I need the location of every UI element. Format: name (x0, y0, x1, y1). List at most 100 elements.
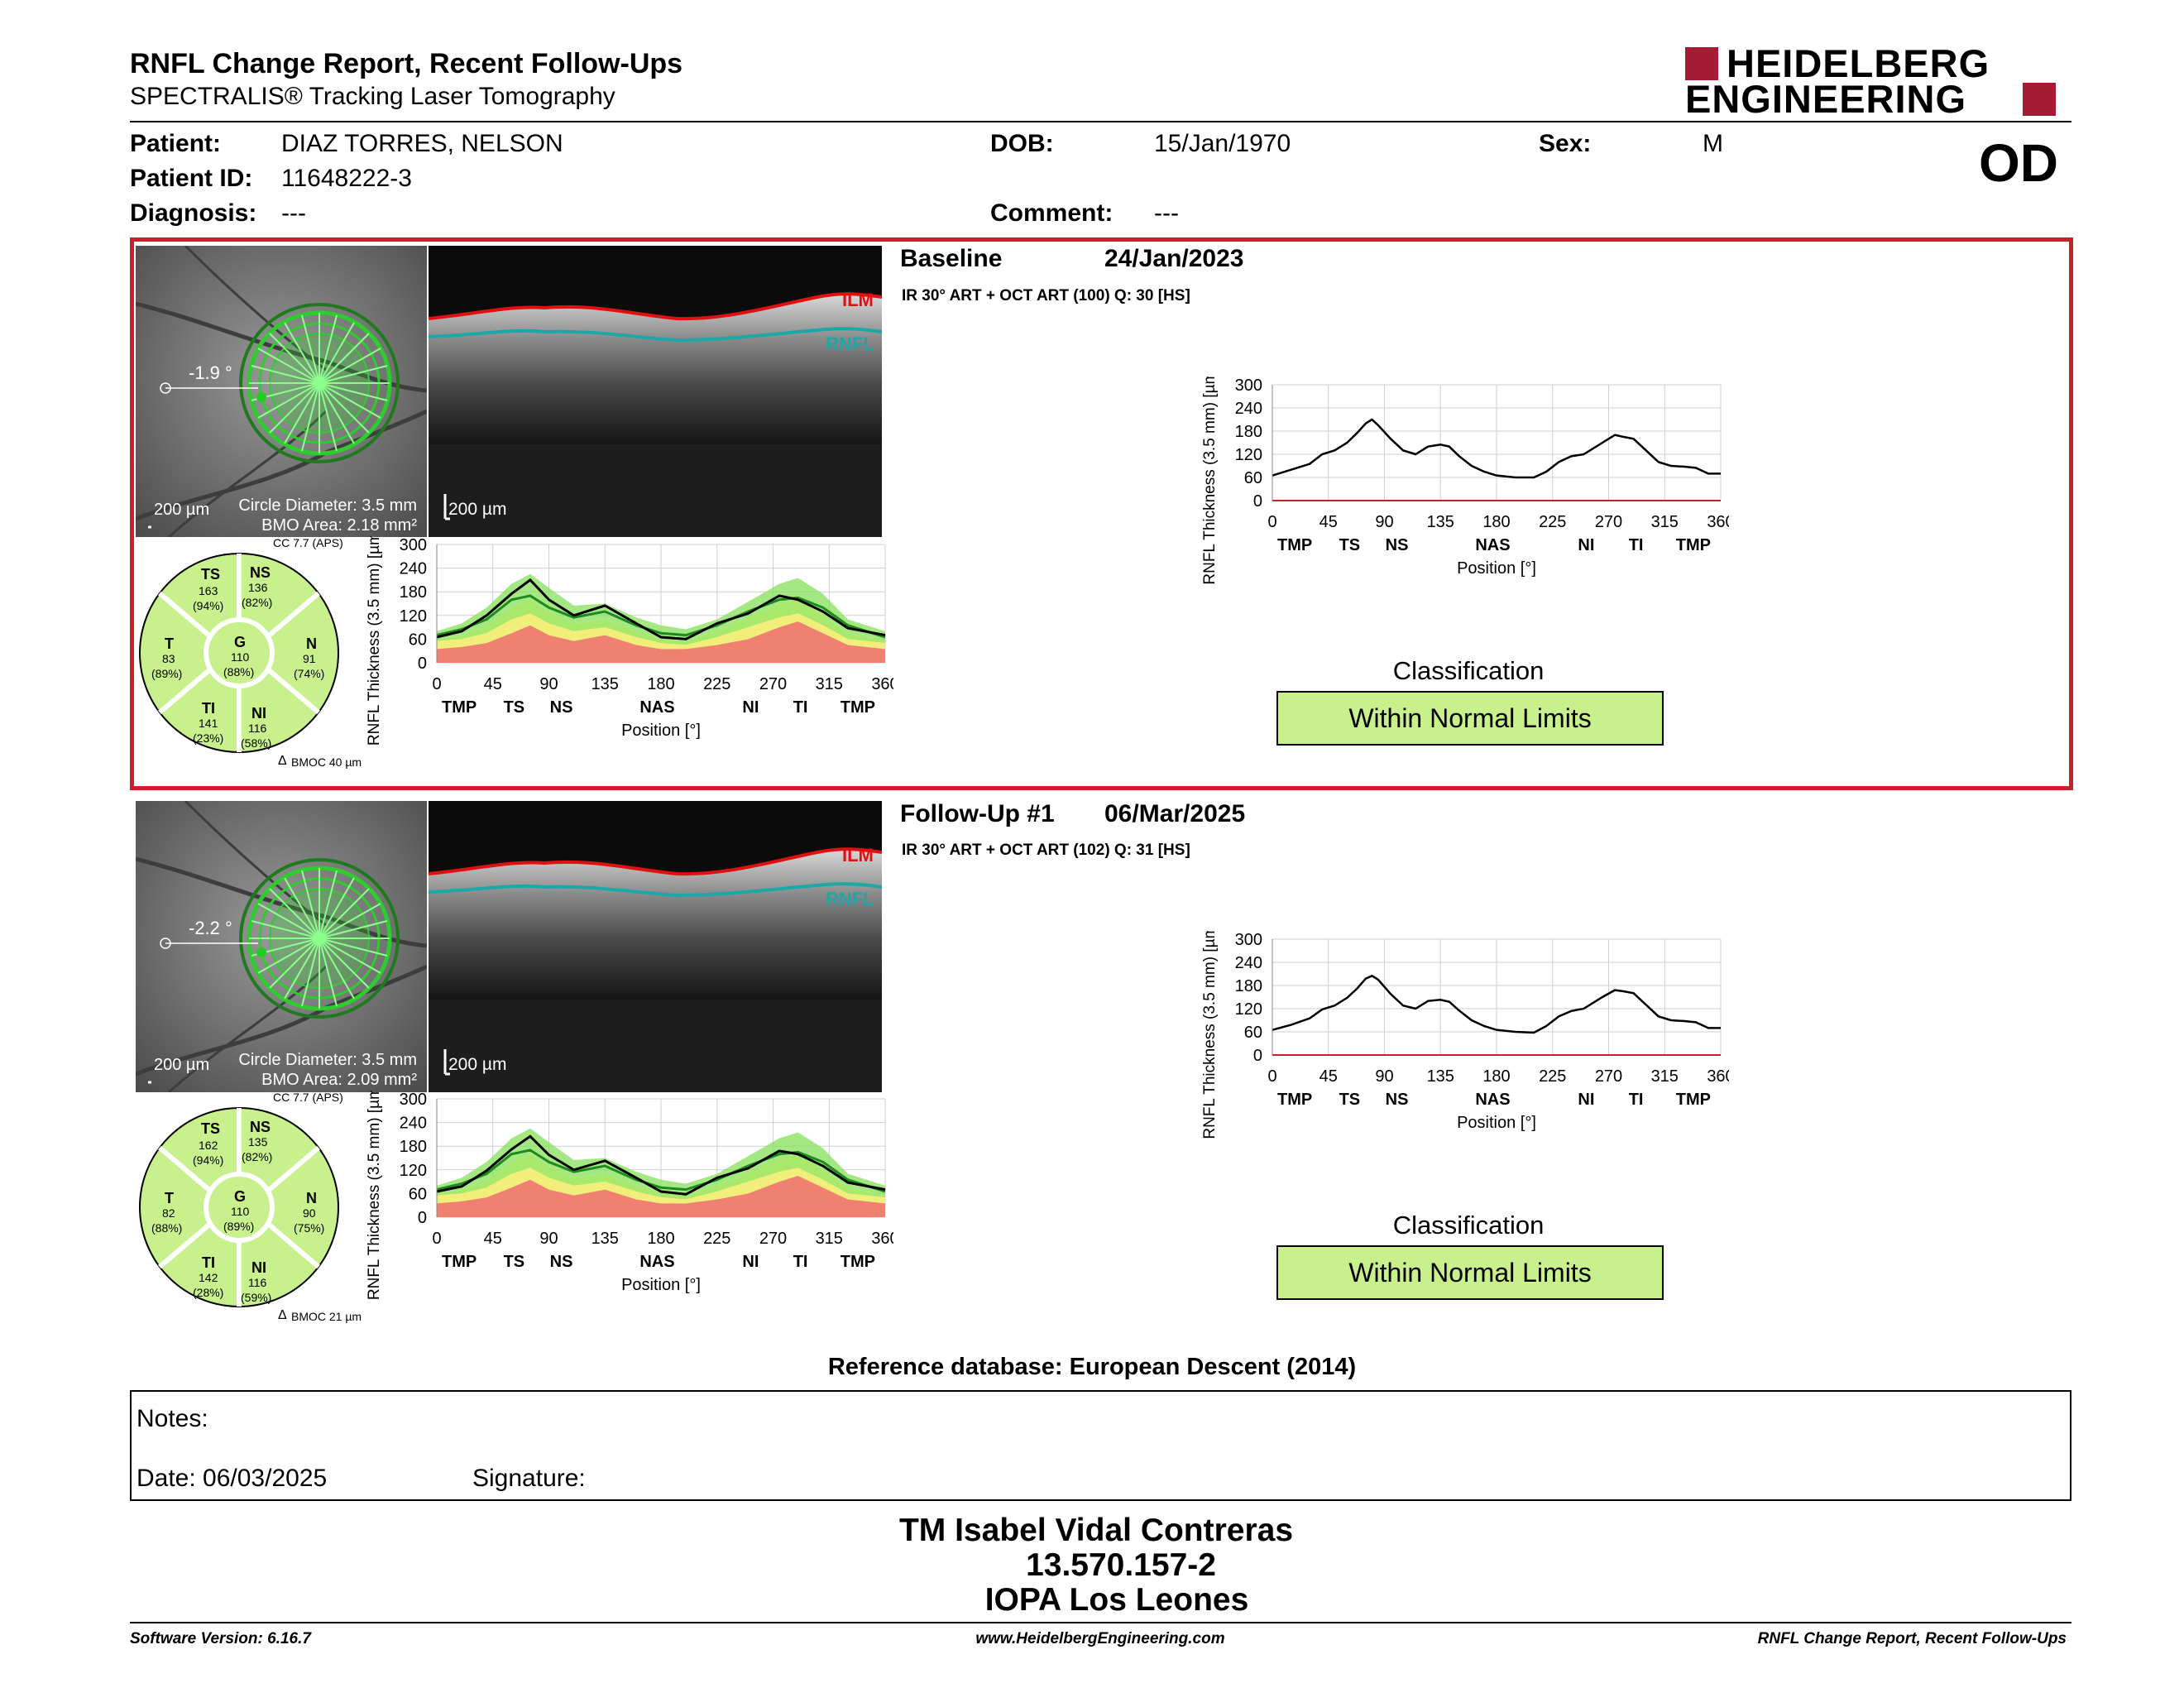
signer-name: TM Isabel Vidal Contreras (898, 1513, 1294, 1548)
x-tick-label: 180 (647, 1230, 674, 1248)
followup-bmoc: BMOC 21 µm (291, 1310, 362, 1323)
x-tick-label: 315 (1651, 1067, 1679, 1086)
sector-axis-label: TI (793, 698, 808, 717)
sector-axis-label: TMP (1676, 536, 1711, 554)
sector-axis-label: TMP (841, 1253, 875, 1271)
y-axis-label: RNFL Thickness (3.5 mm) [µm] (366, 1091, 383, 1300)
baseline-sector-ns-label: NS (250, 564, 271, 581)
notes-box[interactable]: Notes: Date: 06/03/2025 Signature: (130, 1390, 2071, 1501)
followup-bmoc-delta-icon: Δ (278, 1308, 287, 1322)
signer-institution: IOPA Los Leones (984, 1582, 1249, 1618)
report-title: RNFL Change Report, Recent Follow-Ups (130, 48, 683, 79)
x-tick-label: 360 (871, 1230, 893, 1248)
baseline-sector-ns-pct: (82%) (242, 596, 273, 609)
sector-axis-label: NS (1386, 1091, 1409, 1109)
y-tick-label: 240 (1235, 400, 1262, 418)
followup-sector-g-pct: (89%) (223, 1220, 255, 1233)
followup-sector-t-label: T (165, 1190, 174, 1206)
logo-square-bottom (2023, 83, 2056, 116)
x-tick-label: 180 (647, 675, 674, 693)
baseline-sector-ts-value: 163 (199, 584, 218, 597)
followup-sector-ti-value: 142 (199, 1271, 218, 1284)
x-tick-label: 270 (759, 675, 787, 693)
sector-axis-label: TS (504, 698, 525, 717)
x-tick-label: 90 (539, 1230, 558, 1248)
x-axis-label: Position [°] (621, 1276, 701, 1294)
baseline-fundus-overlay (136, 246, 427, 537)
baseline-classification-value: Within Normal Limits (1276, 691, 1664, 746)
sector-axis-label: TS (1339, 536, 1361, 554)
followup-circle-diameter: Circle Diameter: 3.5 mm (238, 1051, 417, 1069)
baseline-bmo-area: BMO Area: 2.18 mm² (261, 516, 417, 535)
sector-axis-label: TMP (442, 698, 477, 717)
followup-sector-t-pct: (88%) (151, 1221, 183, 1235)
reference-database: Reference database: European Descent (20… (827, 1354, 1357, 1380)
baseline-angle: -1.9 ° (189, 362, 232, 383)
x-tick-label: 0 (1267, 1067, 1276, 1086)
dob-label: DOB: (990, 130, 1054, 157)
x-tick-label: 315 (1651, 513, 1679, 531)
followup-cc: CC 7.7 (APS) (273, 1091, 343, 1104)
x-tick-label: 360 (871, 675, 893, 693)
baseline-sector-t-label: T (165, 635, 174, 652)
diagnosis-label: Diagnosis: (130, 199, 257, 227)
outside-limits-band-area (437, 1175, 885, 1217)
y-tick-label: 300 (1235, 376, 1262, 395)
followup-sector-ni-label: NI (251, 1259, 266, 1276)
x-tick-label: 135 (592, 675, 619, 693)
x-tick-label: 360 (1707, 513, 1729, 531)
followup-sector-ts-value: 162 (199, 1139, 218, 1152)
notes-label: Notes: (136, 1405, 208, 1432)
baseline-thickness-chart: 0 60 120 180 240 300 0 45 90 135 180 225 270 315 360 TM… (1201, 376, 1729, 585)
baseline-sector-t-value: 83 (162, 652, 175, 665)
baseline-rnfl-label: RNFL (826, 333, 874, 354)
baseline-oct-scale: 200 µm (448, 500, 507, 519)
followup-rnfl-label: RNFL (826, 889, 874, 909)
x-tick-label: 0 (432, 675, 441, 693)
y-tick-label: 60 (409, 1185, 427, 1203)
y-tick-label: 240 (1235, 954, 1262, 972)
followup-sector-ni-pct: (59%) (241, 1291, 272, 1304)
x-tick-label: 90 (1375, 513, 1393, 531)
baseline-oct-overlay (429, 292, 882, 537)
y-axis-label: RNFL Thickness (3.5 mm) [µm] (1201, 931, 1219, 1139)
y-tick-label: 0 (1253, 492, 1262, 511)
x-tick-label: 225 (703, 1230, 730, 1248)
footer-website[interactable]: www.HeidelbergEngineering.com (975, 1630, 1225, 1647)
baseline-sector-ni-value: 116 (248, 722, 267, 735)
x-tick-label: 135 (1427, 513, 1454, 531)
x-tick-label: 315 (816, 1230, 843, 1248)
baseline-sector-n-value: 91 (303, 652, 316, 665)
followup-sector-g-label: G (234, 1188, 247, 1205)
x-tick-label: 45 (484, 1230, 502, 1248)
patient-id-label: Patient ID: (130, 165, 253, 192)
y-tick-label: 300 (1235, 931, 1262, 949)
sector-axis-label: TMP (1277, 536, 1312, 554)
y-tick-label: 300 (400, 536, 427, 554)
x-tick-label: 225 (703, 675, 730, 693)
followup-oct-overlay (429, 847, 882, 1092)
sector-axis-label: TI (793, 1253, 808, 1271)
y-tick-label: 60 (409, 631, 427, 649)
followup-oct-scale: 200 µm (448, 1055, 507, 1074)
signer-id: 13.570.157-2 (1026, 1547, 1216, 1583)
dob-value: 15/Jan/1970 (1154, 130, 1291, 157)
sector-axis-label: TMP (1676, 1091, 1711, 1109)
eye-label: OD (1979, 133, 2058, 193)
sector-axis-label: NS (550, 1253, 573, 1271)
y-tick-label: 180 (400, 1138, 427, 1156)
y-tick-label: 120 (1235, 1000, 1262, 1019)
x-tick-label: 90 (539, 675, 558, 693)
followup-sector-pie (139, 1107, 339, 1307)
y-tick-label: 180 (1235, 423, 1262, 441)
y-tick-label: 60 (1244, 1024, 1262, 1042)
followup-sector-g-value: 110 (231, 1205, 250, 1218)
sector-axis-label: NAS (639, 698, 674, 717)
baseline-fundus-scale: 200 µm (154, 501, 210, 519)
followup-sector-n-value: 90 (303, 1206, 316, 1220)
baseline-sector-ti-label: TI (202, 700, 215, 717)
followup-sector-ts-label: TS (201, 1120, 221, 1137)
sector-axis-label: TS (1339, 1091, 1361, 1109)
sector-axis-label: TMP (841, 698, 875, 717)
x-axis-label: Position [°] (621, 722, 701, 740)
